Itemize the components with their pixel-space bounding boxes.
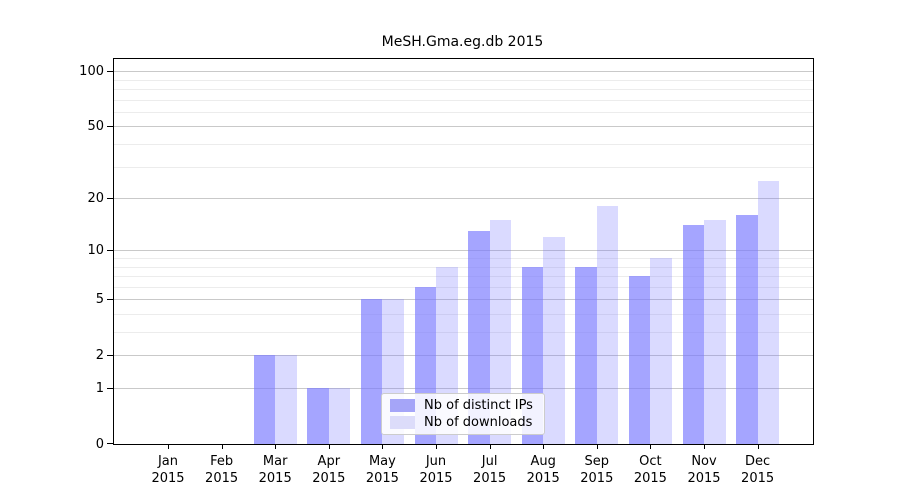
bar-downloads-oct (650, 258, 672, 444)
x-tick-label-oct: Oct 2015 (633, 454, 667, 486)
legend-swatch-distinct-ips (390, 399, 415, 413)
bar-distinct-ips-sep (575, 266, 597, 444)
x-tick-label-nov: Nov 2015 (687, 454, 721, 486)
y-tick-5 (107, 299, 114, 301)
bar-downloads-jul (489, 220, 512, 444)
x-tick-label-jul: Jul 2015 (473, 454, 507, 486)
legend-swatch-downloads (390, 415, 415, 429)
minor-gridline-6 (114, 286, 813, 288)
y-tick-label-1: 1 (95, 380, 104, 396)
x-tick-jun (436, 444, 437, 449)
legend-row-distinct-ips: Nb of distinct IPs (390, 398, 536, 413)
chart-title: MeSH.Gma.eg.db 2015 (381, 34, 544, 50)
y-tick-label-100: 100 (79, 63, 104, 79)
x-tick-label-aug: Aug 2015 (526, 454, 560, 486)
minor-gridline-70 (114, 99, 813, 101)
legend-row-downloads: Nb of downloads (390, 415, 536, 430)
y-tick-2 (107, 355, 114, 357)
y-tick-label-5: 5 (95, 291, 104, 307)
x-tick-may (382, 444, 384, 449)
bar-distinct-ips-may (360, 299, 383, 444)
bar-distinct-ips-jul (468, 230, 490, 444)
minor-gridline-30 (114, 166, 813, 168)
plot-area: Nb of distinct IPs Nb of downloads 0 1 2 5 1… (79, 58, 814, 486)
x-tick-label-mar: Mar 2015 (258, 454, 292, 486)
major-gridline-5 (114, 299, 813, 301)
y-tick-label-2: 2 (95, 347, 104, 363)
y-tick-label-20: 20 (87, 190, 104, 206)
y-tick-1 (107, 388, 114, 389)
bar-distinct-ips-apr (307, 388, 329, 444)
bar-distinct-ips-dec (736, 215, 758, 444)
minor-gridline-8 (114, 266, 813, 268)
bar-downloads-dec (757, 180, 780, 444)
y-tick-10 (107, 250, 114, 252)
x-tick-label-may: May 2015 (365, 454, 399, 486)
x-tick-label-sep: Sep 2015 (580, 454, 614, 486)
x-tick-oct (650, 444, 652, 449)
y-tick-label-10: 10 (87, 242, 104, 258)
legend-label-distinct-ips: Nb of distinct IPs (424, 398, 533, 414)
minor-gridline-9 (114, 258, 813, 259)
x-tick-label-apr: Apr 2015 (312, 454, 346, 486)
legend-label-downloads: Nb of downloads (424, 414, 533, 430)
major-gridline-100 (114, 71, 813, 73)
x-tick-jan (168, 444, 169, 449)
major-gridline-50 (114, 126, 813, 128)
major-gridline-10 (114, 250, 813, 252)
bar-downloads-sep (596, 206, 619, 444)
bar-downloads-aug (543, 236, 565, 444)
bar-distinct-ips-mar (253, 355, 276, 444)
minor-gridline-80 (114, 89, 813, 90)
y-tick-label-0: 0 (95, 436, 104, 452)
bar-downloads-nov (704, 220, 726, 444)
y-tick-20 (107, 198, 114, 200)
x-tick-mar (275, 444, 277, 449)
bar-downloads-mar (275, 355, 297, 444)
minor-gridline-4 (114, 314, 813, 315)
x-tick-dec (757, 444, 759, 449)
y-tick-label-50: 50 (87, 118, 104, 134)
minor-gridline-90 (114, 79, 813, 81)
x-tick-jul (489, 444, 491, 449)
x-tick-aug (543, 444, 545, 449)
x-tick-nov (704, 444, 705, 449)
y-tick-50 (107, 126, 114, 128)
minor-gridline-7 (114, 276, 813, 277)
x-tick-sep (596, 444, 598, 449)
bar-distinct-ips-nov (682, 225, 704, 444)
y-tick-0 (107, 443, 114, 444)
major-gridline-1 (114, 388, 813, 389)
bar-downloads-apr (328, 388, 351, 444)
legend: Nb of distinct IPs Nb of downloads (381, 393, 545, 435)
x-tick-label-feb: Feb 2015 (205, 454, 239, 486)
bar-distinct-ips-oct (628, 276, 651, 444)
x-tick-label-jun: Jun 2015 (419, 454, 453, 486)
y-tick-100 (107, 71, 114, 73)
minor-gridline-40 (114, 144, 813, 145)
major-gridline-20 (114, 198, 813, 200)
major-gridline-2 (114, 355, 813, 357)
x-tick-label-jan: Jan 2015 (151, 454, 185, 486)
x-tick-label-dec: Dec 2015 (741, 454, 775, 486)
x-tick-apr (328, 444, 330, 449)
minor-gridline-3 (114, 332, 813, 333)
minor-gridline-60 (114, 111, 813, 113)
x-tick-feb (221, 444, 223, 449)
